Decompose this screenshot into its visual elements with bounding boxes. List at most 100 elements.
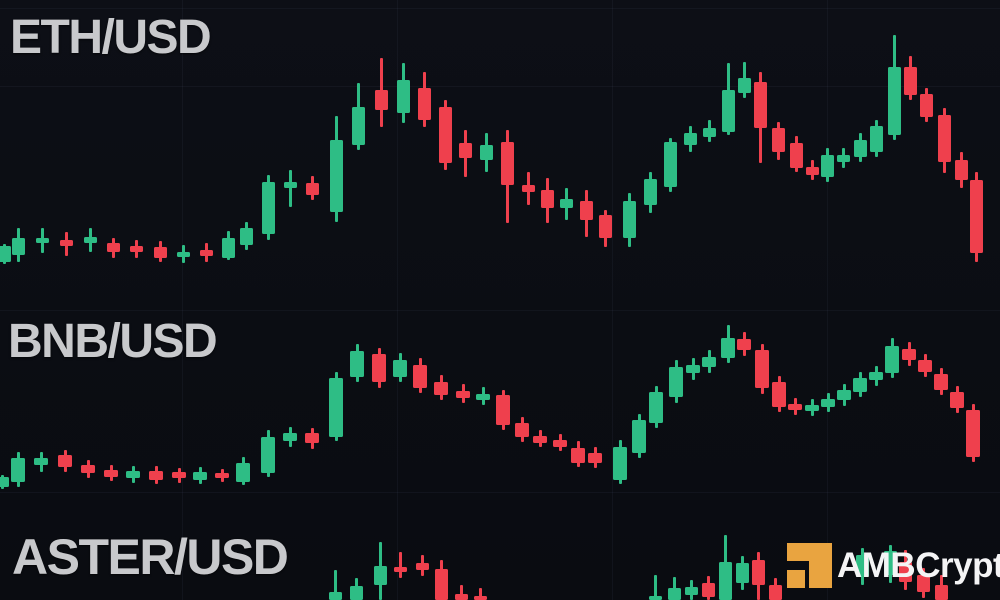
candle-wick (459, 585, 463, 600)
candle-body-up (669, 367, 683, 397)
candle-body-down (521, 185, 535, 192)
candle-body-down (737, 339, 751, 350)
candle-body-down (458, 143, 472, 158)
candle-body-up (684, 587, 698, 595)
candle-body-up (869, 126, 883, 152)
candle-body-up (351, 107, 365, 145)
candle-body-down (805, 167, 819, 175)
candle-body-up (683, 133, 697, 145)
candle-body-down (751, 560, 765, 585)
candle-body-up (686, 365, 700, 373)
candle-body-down (937, 115, 951, 162)
candle-body-up (11, 458, 25, 482)
candle-body-up (721, 338, 735, 358)
candle-body-down (129, 246, 143, 252)
candle-body-up (476, 394, 490, 400)
candle-body-down (916, 575, 930, 592)
candle-body-up (261, 182, 275, 234)
candle-body-up (663, 142, 677, 187)
candle-body-down (153, 247, 167, 258)
candle-body-up (193, 472, 207, 480)
candle-body-down (598, 215, 612, 238)
candle-body-down (515, 423, 529, 437)
candle-body-down (903, 67, 917, 95)
candle-body-up (349, 586, 363, 600)
candle-body-up (328, 592, 342, 600)
candle-body-down (199, 250, 213, 256)
candle-body-down (571, 448, 585, 463)
candle-body-down (473, 596, 487, 600)
candle-body-up (885, 346, 899, 373)
panel-eth: ETH/USD (0, 0, 1000, 270)
candle-body-down (58, 455, 72, 467)
candle-body-up (83, 237, 97, 243)
panel-aster: ASTER/USD (0, 530, 1000, 600)
candle-body-up (35, 238, 49, 243)
candle-body-down (81, 465, 95, 473)
candle-body-up (643, 179, 657, 205)
candle-body-down (456, 391, 470, 398)
candle-body-up (0, 477, 9, 487)
candle-body-up (239, 228, 253, 245)
candle-body-down (540, 190, 554, 208)
candle-body-down (104, 470, 118, 477)
candle-body-up (393, 360, 407, 377)
candle-body-down (533, 436, 547, 443)
panel-title-aster: ASTER/USD (12, 529, 289, 585)
candle-body-up (0, 246, 11, 262)
panel-title-eth: ETH/USD (10, 11, 212, 64)
panel-title-bnb: BNB/USD (8, 315, 218, 368)
candle-body-up (559, 199, 573, 208)
candle-body-up (721, 90, 735, 132)
eth-candlestick-chart (0, 0, 1000, 270)
candle-body-down (496, 395, 510, 425)
candle-body-up (221, 238, 235, 258)
candle-body-up (622, 201, 636, 238)
candle-body-up (855, 555, 869, 577)
candle-body-up (735, 563, 749, 583)
candle-body-up (702, 128, 716, 137)
candle-body-up (869, 372, 883, 380)
candle-body-down (588, 453, 602, 463)
candle-body-up (837, 390, 851, 400)
candle-body-up (632, 420, 646, 453)
candle-body-down (771, 128, 785, 152)
candle-wick (653, 575, 657, 600)
candle-wick (398, 552, 402, 578)
candle-wick (333, 570, 337, 600)
candle-body-up (479, 145, 493, 160)
candle-body-up (396, 80, 410, 113)
candle-body-up (648, 596, 662, 600)
aster-candlestick-chart (0, 530, 1000, 600)
candle-body-up (853, 140, 867, 157)
candle-body-up (11, 238, 25, 255)
ambcrypto-logo-icon (787, 543, 833, 589)
candle-body-up (329, 140, 343, 212)
candle-body-up (283, 433, 297, 441)
ambcrypto-watermark: AMBCrypt (787, 542, 1000, 590)
logo-small-square (787, 570, 805, 588)
candle-body-down (772, 382, 786, 407)
candle-body-up (805, 405, 819, 411)
candle-body-up (853, 378, 867, 392)
candle-body-up (329, 378, 343, 437)
candle-body-up (737, 78, 751, 93)
bnb-candlestick-chart (0, 310, 1000, 500)
candle-body-down (417, 88, 431, 120)
candle-body-down (106, 243, 120, 252)
logo-top-bar (787, 543, 832, 561)
candle-body-down (305, 433, 319, 443)
candle-body-up (883, 551, 897, 575)
candle-body-down (954, 160, 968, 180)
panel-bnb: BNB/USD (0, 310, 1000, 500)
candle-body-down (918, 360, 932, 372)
candle-body-down (919, 94, 933, 117)
candle-body-up (236, 463, 250, 482)
candle-body-down (454, 594, 468, 600)
candle-body-down (172, 472, 186, 478)
candle-wick (288, 170, 292, 207)
candle-body-down (898, 562, 912, 582)
candle-body-up (718, 562, 732, 600)
candle-body-down (305, 183, 319, 195)
